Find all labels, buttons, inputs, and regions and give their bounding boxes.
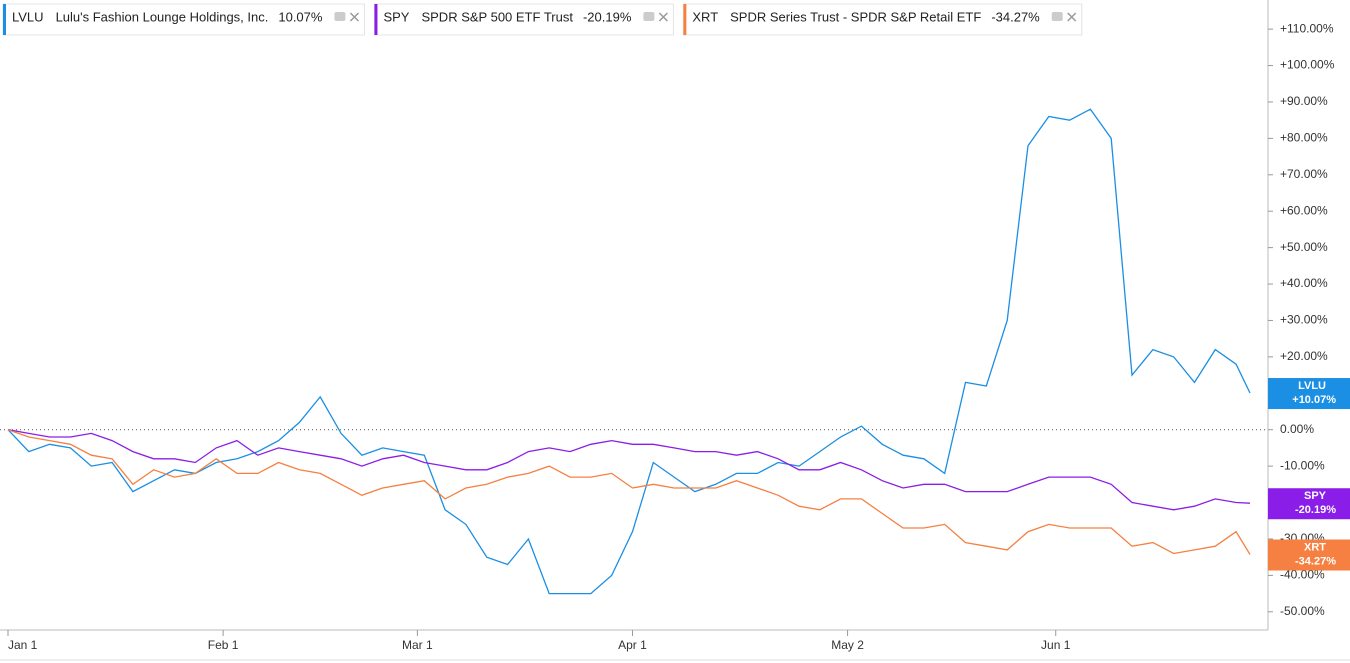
y-tick-label: -50.00% [1280, 604, 1325, 618]
y-tick-label: +50.00% [1280, 240, 1328, 254]
settings-icon[interactable] [643, 12, 655, 21]
series-line [7, 429, 1251, 555]
end-label-box [1268, 378, 1350, 410]
y-tick-label: +40.00% [1280, 276, 1328, 290]
legend-swatch [3, 4, 6, 35]
settings-icon[interactable] [334, 12, 346, 21]
legend-box [373, 3, 674, 36]
legend-value: -20.19% [583, 9, 632, 24]
x-tick-label: Apr 1 [618, 638, 647, 652]
end-label-value: -20.19% [1295, 504, 1336, 516]
y-tick-label: +90.00% [1280, 94, 1328, 108]
legend-name: Lulu's Fashion Lounge Holdings, Inc. [56, 9, 269, 24]
y-tick-label: +100.00% [1280, 58, 1335, 72]
y-tick-label: +70.00% [1280, 167, 1328, 181]
y-tick-label: -10.00% [1280, 458, 1325, 472]
legend-swatch [374, 4, 378, 35]
end-label-name: XRT [1304, 541, 1326, 553]
x-tick-label: May 2 [831, 638, 864, 652]
legend-symbol: SPY [383, 9, 409, 24]
legend-symbol: XRT [692, 9, 718, 24]
remove-icon[interactable] [349, 12, 359, 22]
y-tick-label: +30.00% [1280, 313, 1328, 327]
legend-box [682, 3, 1083, 36]
end-label-name: LVLU [1298, 380, 1326, 392]
y-tick-label: +110.00% [1280, 21, 1334, 35]
legend-name: SPDR Series Trust - SPDR S&P Retail ETF [730, 9, 981, 24]
x-tick-label: Jan 1 [8, 638, 38, 652]
settings-icon[interactable] [1051, 12, 1063, 21]
legend-item: SPY SPDR S&P 500 ETF Trust -20.19% [373, 3, 674, 36]
y-tick-label: +20.00% [1280, 349, 1328, 363]
legend-value: -34.27% [991, 9, 1040, 24]
remove-icon[interactable] [658, 12, 668, 22]
legend-item: XRT SPDR Series Trust - SPDR S&P Retail E… [682, 3, 1083, 36]
y-tick-label: 0.00% [1280, 422, 1314, 436]
y-tick-label: +80.00% [1280, 131, 1328, 145]
end-label-value: +10.07% [1292, 394, 1336, 406]
y-tick-label: -40.00% [1280, 568, 1325, 582]
x-tick-label: Mar 1 [402, 638, 433, 652]
end-label-box [1268, 539, 1350, 571]
end-label-name: SPY [1304, 490, 1327, 502]
series-line [7, 108, 1251, 595]
x-tick-label: Feb 1 [208, 638, 239, 652]
legend-item: LVLU Lulu's Fashion Lounge Holdings, Inc.… [2, 3, 365, 36]
remove-icon[interactable] [1067, 12, 1077, 22]
legend-swatch [683, 4, 687, 35]
legend-value: 10.07% [278, 9, 323, 24]
end-label-box [1268, 488, 1350, 520]
legend-symbol: LVLU [12, 9, 44, 24]
x-tick-label: Jun 1 [1041, 638, 1071, 652]
end-label-value: -34.27% [1295, 555, 1336, 567]
series-line [7, 429, 1251, 511]
y-tick-label: +60.00% [1280, 203, 1328, 217]
legend-name: SPDR S&P 500 ETF Trust [421, 9, 573, 24]
